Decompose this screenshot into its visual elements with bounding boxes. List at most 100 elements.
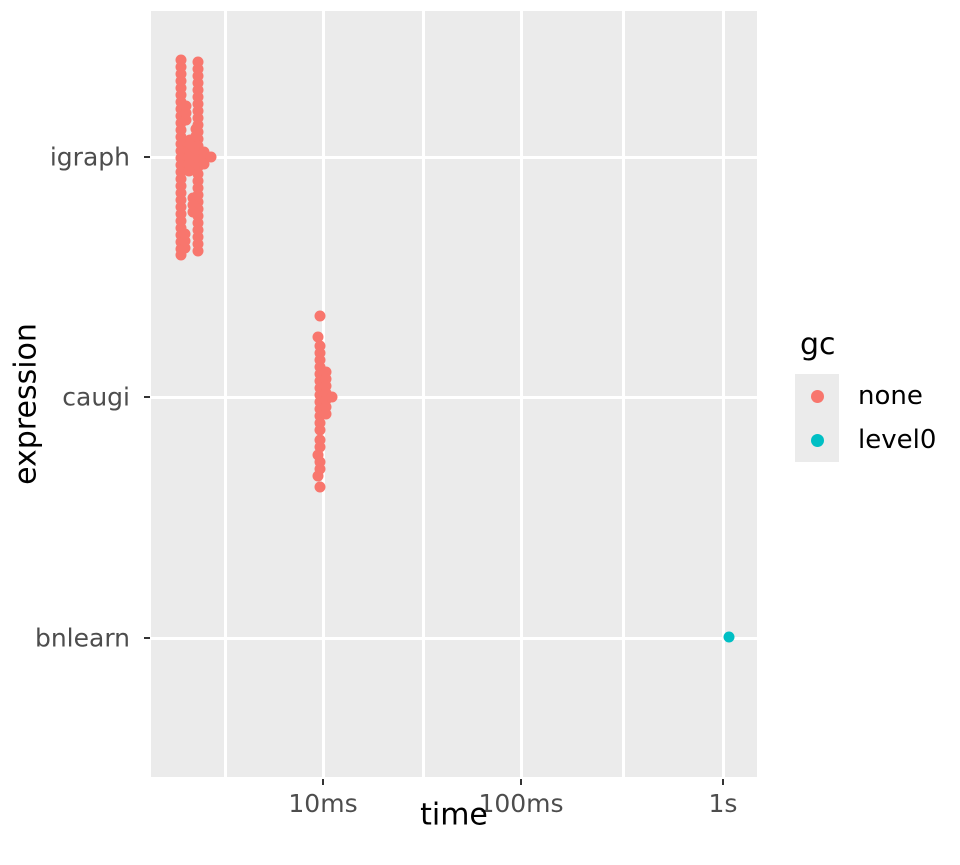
- data-point-caugi-none: [320, 387, 332, 399]
- legend-label-level0: level0: [858, 425, 937, 455]
- data-point-igraph-none: [179, 242, 191, 254]
- data-point-igraph-none: [187, 192, 199, 204]
- minor-gridline-0: [224, 11, 227, 777]
- data-point-igraph-none: [192, 224, 204, 236]
- data-point-igraph-none: [205, 151, 217, 163]
- data-point-igraph-none: [175, 201, 187, 213]
- data-point-igraph-none: [192, 168, 204, 180]
- data-point-igraph-none: [190, 130, 202, 142]
- major-gridline-1s: [722, 11, 725, 777]
- data-point-igraph-none: [192, 98, 204, 110]
- data-point-igraph-none: [192, 231, 204, 243]
- data-point-caugi-none: [312, 449, 324, 461]
- y-tick-mark-caugi: [144, 396, 150, 398]
- data-point-igraph-none: [175, 173, 187, 185]
- data-point-igraph-none: [192, 245, 204, 257]
- data-point-igraph-none: [179, 235, 191, 247]
- data-point-igraph-none: [198, 158, 210, 170]
- y-tick-mark-igraph: [144, 156, 150, 158]
- data-point-igraph-none: [175, 54, 187, 66]
- data-point-igraph-none: [192, 210, 204, 222]
- data-point-caugi-none: [320, 401, 332, 413]
- data-point-igraph-none: [175, 124, 187, 136]
- data-point-caugi-none: [314, 354, 326, 366]
- data-point-igraph-none: [175, 152, 187, 164]
- x-tick-label-100ms: 100ms: [478, 789, 564, 818]
- y-tick-label-caugi: caugi: [62, 382, 130, 412]
- data-point-igraph-none: [192, 182, 204, 194]
- legend: gc none level0: [795, 330, 955, 462]
- data-point-igraph-none: [192, 63, 204, 75]
- major-gridline-100ms: [520, 11, 523, 777]
- data-point-caugi-none: [314, 463, 326, 475]
- data-point-caugi-none: [320, 394, 332, 406]
- category-gridline-bnlearn: [151, 637, 757, 640]
- plot-panel: [151, 11, 757, 777]
- data-point-igraph-none: [190, 123, 202, 135]
- data-point-igraph-none: [175, 82, 187, 94]
- data-point-igraph-none: [175, 215, 187, 227]
- data-point-igraph-none: [192, 105, 204, 117]
- data-point-caugi-none: [320, 408, 332, 420]
- data-point-caugi-none: [314, 368, 326, 380]
- data-point-igraph-none: [175, 75, 187, 87]
- data-point-caugi-none: [314, 481, 326, 493]
- data-point-igraph-none: [180, 100, 192, 112]
- data-point-igraph-none: [175, 89, 187, 101]
- data-point-igraph-none: [192, 238, 204, 250]
- data-point-caugi-none: [314, 382, 326, 394]
- data-point-caugi-none: [314, 410, 326, 422]
- data-point-bnlearn-level0: [723, 631, 735, 643]
- data-point-igraph-none: [192, 77, 204, 89]
- data-point-igraph-none: [192, 56, 204, 68]
- data-point-caugi-none: [314, 340, 326, 352]
- data-point-igraph-none: [175, 61, 187, 73]
- data-point-caugi-none: [314, 441, 326, 453]
- data-point-igraph-none: [192, 112, 204, 124]
- data-point-igraph-none: [175, 194, 187, 206]
- data-point-igraph-none: [192, 154, 204, 166]
- legend-title: gc: [800, 327, 836, 362]
- data-point-igraph-none: [183, 158, 195, 170]
- legend-label-none: none: [858, 381, 923, 411]
- data-point-caugi-none: [320, 366, 332, 378]
- legend-item-none: none: [795, 374, 955, 418]
- data-point-caugi-none: [314, 417, 326, 429]
- minor-gridline-1: [422, 11, 425, 777]
- data-point-igraph-none: [180, 107, 192, 119]
- data-point-caugi-none: [314, 434, 326, 446]
- data-point-caugi-none: [314, 375, 326, 387]
- legend-items: none level0: [795, 374, 955, 462]
- data-point-caugi-none: [314, 310, 326, 322]
- data-point-igraph-none: [192, 217, 204, 229]
- data-point-caugi-none: [314, 456, 326, 468]
- data-point-igraph-none: [175, 222, 187, 234]
- x-tick-mark-10ms: [322, 779, 324, 785]
- data-point-igraph-none: [179, 228, 191, 240]
- data-point-igraph-none: [183, 151, 195, 163]
- data-point-igraph-none: [187, 199, 199, 211]
- data-point-igraph-none: [192, 140, 204, 152]
- data-point-igraph-none: [180, 114, 192, 126]
- legend-dot-icon-level0: [810, 433, 824, 447]
- x-axis-title: time: [420, 797, 488, 833]
- data-point-igraph-none: [184, 138, 196, 150]
- data-point-igraph-none: [175, 159, 187, 171]
- y-tick-mark-bnlearn: [144, 637, 150, 639]
- data-point-igraph-none: [175, 145, 187, 157]
- legend-dot-icon-none: [810, 389, 824, 403]
- data-point-igraph-none: [192, 84, 204, 96]
- data-point-igraph-none: [192, 91, 204, 103]
- category-gridline-caugi: [151, 396, 757, 399]
- data-point-igraph-none: [192, 161, 204, 173]
- data-point-caugi-none: [314, 403, 326, 415]
- data-point-igraph-none: [175, 131, 187, 143]
- data-point-igraph-none: [198, 152, 210, 164]
- data-point-igraph-none: [175, 249, 187, 261]
- data-point-caugi-none: [314, 389, 326, 401]
- data-point-caugi-none: [320, 380, 332, 392]
- minor-gridline-2: [622, 11, 625, 777]
- data-point-igraph-none: [187, 206, 199, 218]
- data-point-igraph-none: [175, 138, 187, 150]
- x-tick-label-1s: 1s: [708, 789, 738, 818]
